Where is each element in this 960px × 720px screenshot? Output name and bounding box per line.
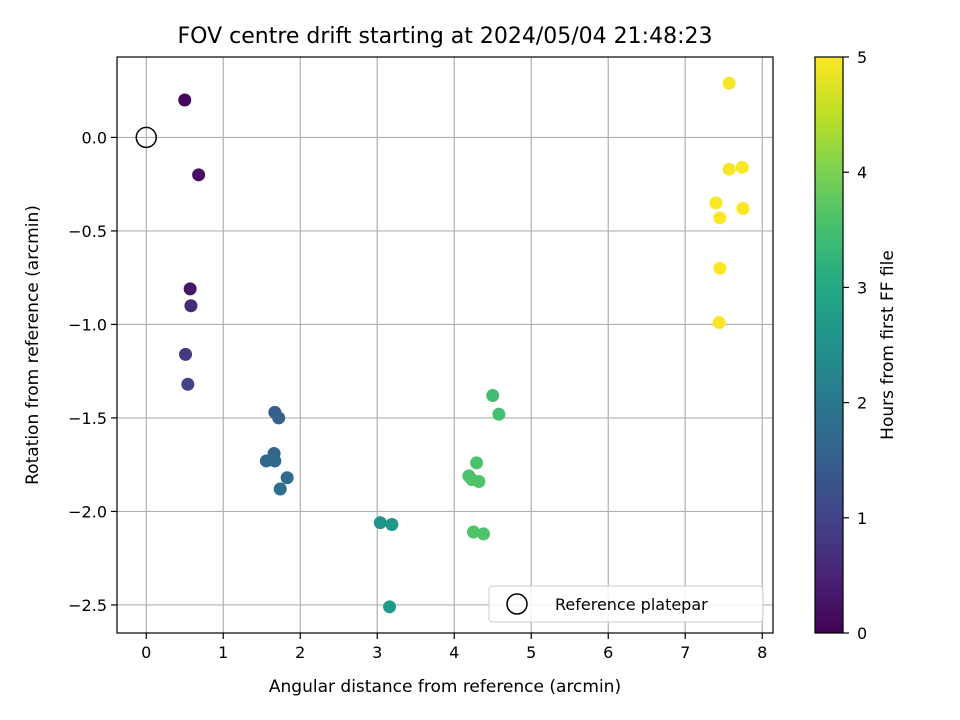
colorbar-gradient: [814, 56, 844, 634]
y-tick-label: −2.5: [68, 596, 107, 615]
x-tick-label: 1: [218, 643, 228, 662]
colorbar: 0 1 2 3 4 5 Hours from first FF file: [814, 48, 898, 643]
x-axis-label: Angular distance from reference (arcmin): [269, 677, 621, 697]
data-point: [472, 475, 486, 489]
x-tick-label: 7: [680, 643, 690, 662]
colorbar-tick-label: 2: [857, 394, 867, 413]
data-point: [466, 525, 480, 539]
colorbar-tick-label: 5: [857, 48, 867, 67]
legend: Reference platepar: [488, 585, 764, 623]
data-point: [280, 471, 294, 485]
data-point: [385, 518, 399, 532]
data-points: [178, 76, 750, 614]
data-point: [722, 76, 736, 90]
x-tick-label: 5: [526, 643, 536, 662]
x-tick-label: 8: [757, 643, 767, 662]
data-point: [373, 516, 387, 530]
x-tick-label: 6: [603, 643, 613, 662]
chart-title: FOV centre drift starting at 2024/05/04 …: [178, 24, 713, 49]
y-tick-label: 0.0: [82, 128, 107, 147]
data-point: [713, 261, 727, 275]
reference-layer: [135, 126, 158, 149]
colorbar-tick-label: 4: [857, 163, 867, 182]
y-tick-label: −1.0: [68, 315, 107, 334]
data-point: [192, 168, 206, 182]
data-point: [183, 282, 197, 296]
colorbar-label: Hours from first FF file: [878, 250, 898, 440]
data-point: [383, 600, 397, 614]
data-point: [273, 482, 287, 496]
y-tick-label: −0.5: [68, 222, 107, 241]
data-point: [272, 411, 286, 425]
data-point: [181, 377, 195, 391]
reference-marker: [135, 126, 158, 149]
data-point: [722, 162, 736, 176]
grid: [117, 57, 773, 633]
x-tick-label: 4: [449, 643, 459, 662]
data-point: [179, 347, 193, 361]
x-tick-label: 3: [372, 643, 382, 662]
data-point: [709, 196, 723, 210]
data-point: [184, 299, 198, 313]
y-axis-ticks: 0.0 −0.5 −1.0 −1.5 −2.0 −2.5: [68, 128, 117, 615]
plot-frame: [116, 56, 774, 634]
data-point: [492, 407, 506, 421]
data-point: [486, 388, 500, 402]
y-tick-label: −1.5: [68, 409, 107, 428]
y-tick-label: −2.0: [68, 502, 107, 521]
colorbar-tick-label: 0: [857, 624, 867, 643]
colorbar-tick-label: 3: [857, 278, 867, 297]
data-point: [712, 316, 726, 330]
data-point: [178, 93, 192, 107]
data-point: [736, 201, 750, 215]
data-point: [476, 527, 490, 541]
data-point: [735, 160, 749, 174]
x-tick-label: 2: [295, 643, 305, 662]
colorbar-tick-label: 1: [857, 509, 867, 528]
data-point: [713, 211, 727, 225]
colorbar-ticks: 0 1 2 3 4 5: [843, 48, 867, 643]
data-point: [470, 456, 484, 470]
legend-reference-label: Reference platepar: [555, 595, 708, 614]
data-point: [268, 454, 282, 468]
x-tick-label: 0: [141, 643, 151, 662]
legend-reference-marker: [506, 593, 528, 615]
y-axis-label: Rotation from reference (arcmin): [23, 205, 43, 485]
legend-box: [488, 585, 764, 623]
x-axis-ticks: 0 1 2 3 4 5 6 7 8: [141, 633, 767, 662]
